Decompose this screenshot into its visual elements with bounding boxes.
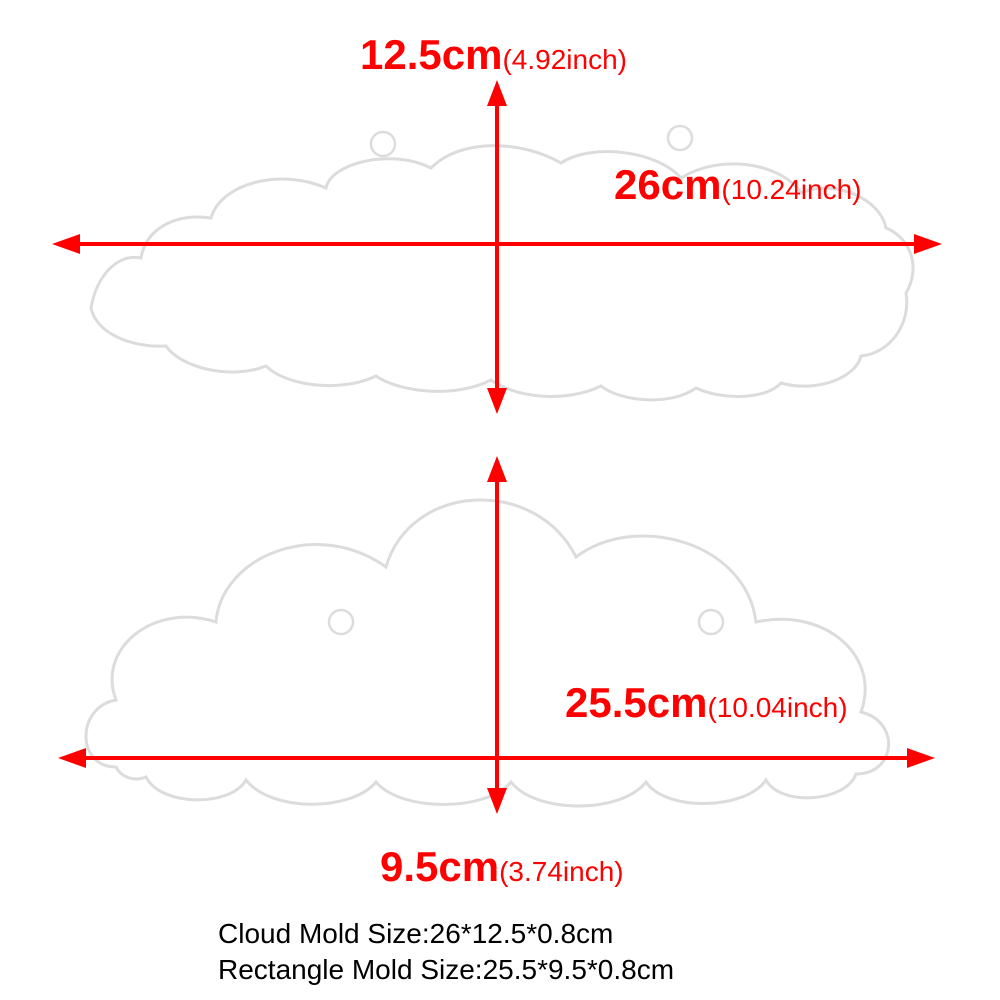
cloud-outline [86, 500, 889, 806]
value-cm: 9.5cm [380, 843, 499, 890]
label-cloud-width: 25.5cm(10.04inch) [565, 682, 848, 724]
hole-icon [329, 610, 353, 634]
value-inch: (10.24inch) [721, 174, 861, 205]
label-cloud-height: 9.5cm(3.74inch) [380, 846, 624, 888]
hole-icon [699, 610, 723, 634]
footer-sizes: Cloud Mold Size:26*12.5*0.8cm Rectangle … [218, 916, 674, 989]
value-inch: (3.74inch) [499, 856, 624, 887]
irregular-mold-shape [61, 108, 933, 408]
label-irregular-height: 12.5cm(4.92inch) [360, 34, 627, 76]
value-cm: 12.5cm [360, 31, 502, 78]
footer-line: Rectangle Mold Size:25.5*9.5*0.8cm [218, 952, 674, 988]
value-inch: (10.04inch) [707, 692, 847, 723]
cloud-mold-shape [66, 462, 926, 810]
value-cm: 25.5cm [565, 679, 707, 726]
value-cm: 26cm [614, 161, 721, 208]
hole-icon [668, 126, 692, 150]
diagram-canvas: 12.5cm(4.92inch) 26cm(10.24inch) 25.5cm(… [0, 0, 1000, 1000]
hole-icon [371, 132, 395, 156]
footer-line: Cloud Mold Size:26*12.5*0.8cm [218, 916, 674, 952]
label-irregular-width: 26cm(10.24inch) [614, 164, 862, 206]
value-inch: (4.92inch) [502, 44, 627, 75]
